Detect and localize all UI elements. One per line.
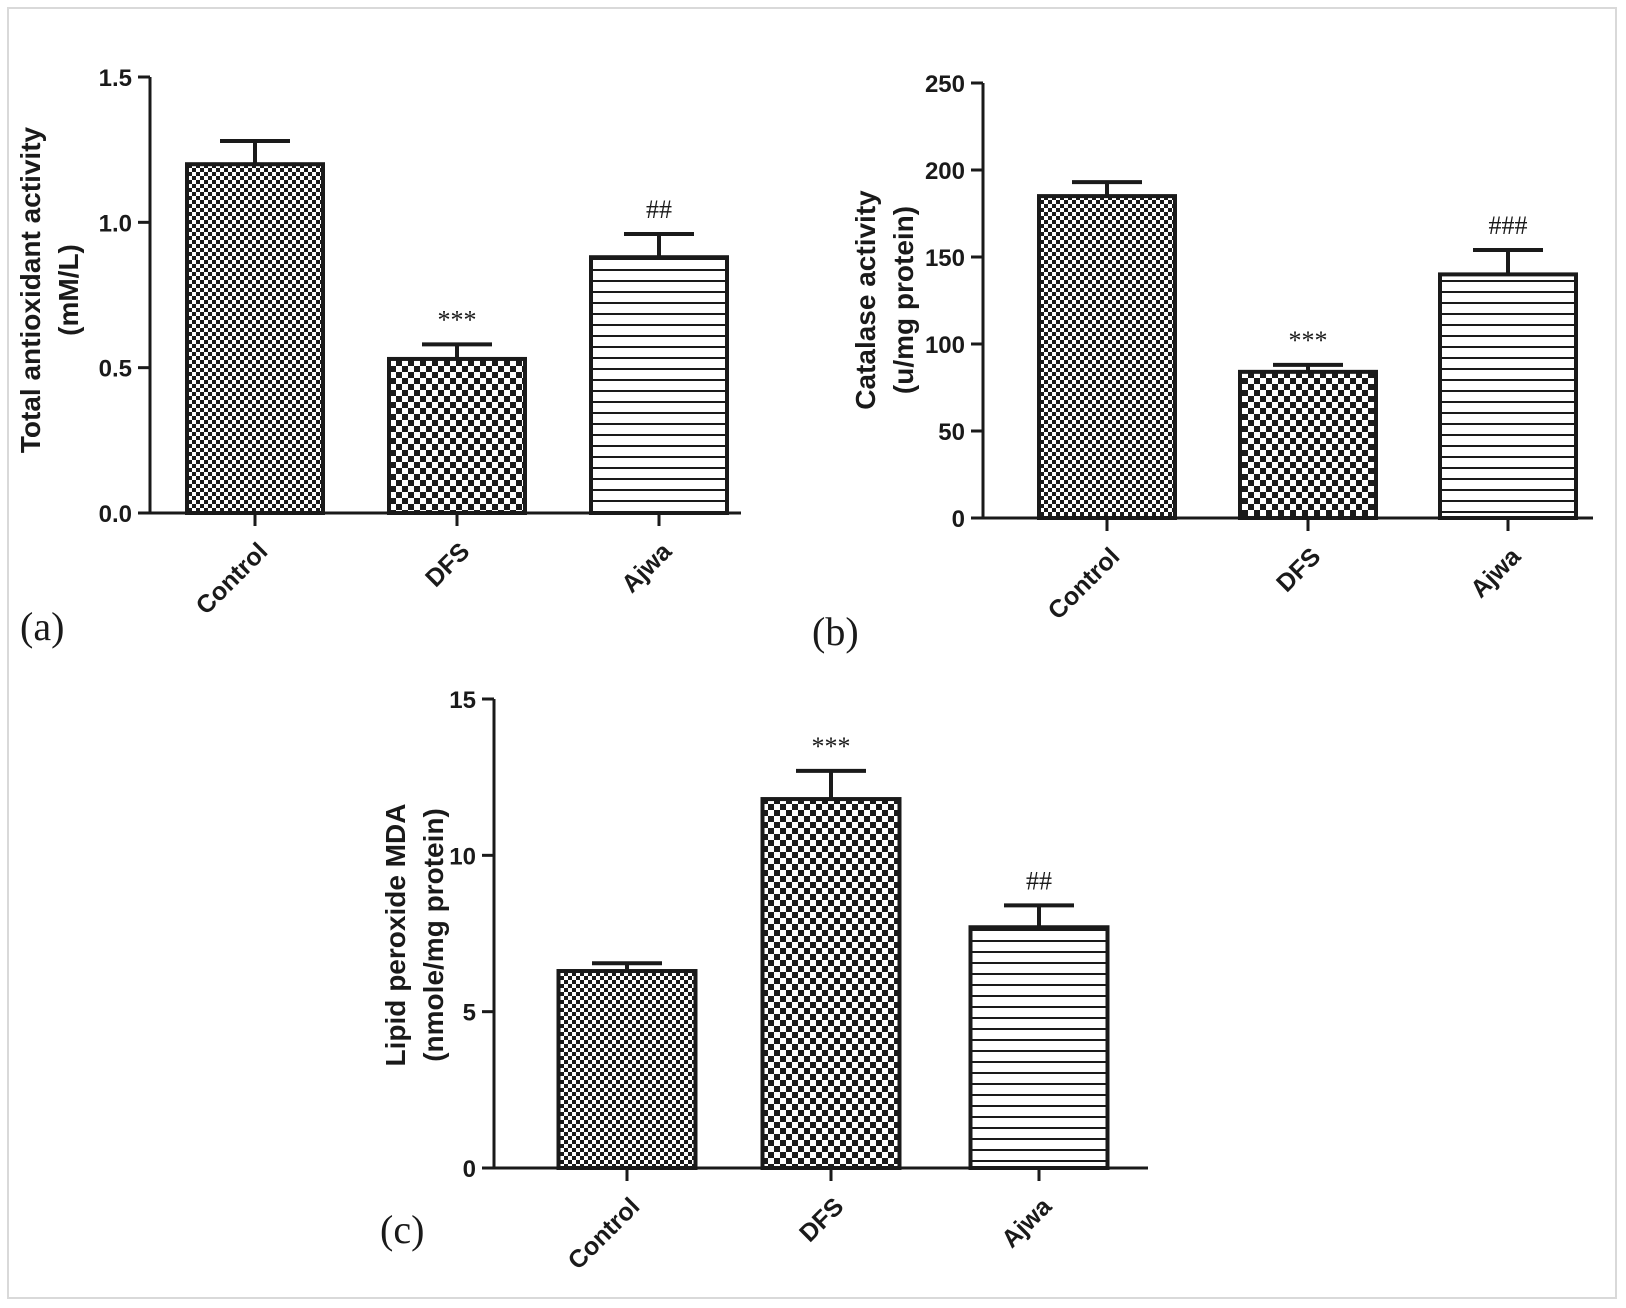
chart-c-plot: 0 5 10 15 Control *** DFS ## Ajwa bbox=[449, 687, 1148, 1275]
chart-c-panel-label: (c) bbox=[380, 1207, 424, 1252]
chart-b-y-tick-label: 100 bbox=[925, 332, 965, 359]
chart-c-significance-ajwa: ## bbox=[1026, 866, 1052, 895]
chart-c-ylabel-line1: Lipid peroxide MDA bbox=[380, 804, 411, 1067]
chart-c-ylabel-line2: (nmole/mg protein) bbox=[418, 808, 449, 1062]
chart-a-panel-label: (a) bbox=[20, 604, 64, 649]
chart-a: Total antioxidant activity (mM/L) 0.0 0.5… bbox=[15, 65, 741, 649]
chart-c: Lipid peroxide MDA (nmole/mg protein) 0 5… bbox=[380, 687, 1148, 1275]
chart-b-y-tick-label: 50 bbox=[938, 419, 965, 446]
chart-b-bar-control bbox=[1037, 194, 1177, 520]
chart-c-bar-ajwa bbox=[968, 925, 1110, 1170]
chart-b-panel-label: (b) bbox=[812, 609, 859, 654]
chart-a-plot: 0.0 0.5 1.0 1.5 Control *** DFS ## Ajwa bbox=[99, 65, 741, 620]
chart-c-x-label-dfs: DFS bbox=[794, 1192, 849, 1247]
chart-c-y-tick-label: 10 bbox=[449, 843, 476, 870]
chart-a-bar-dfs bbox=[387, 356, 527, 515]
chart-b-x-label-dfs: DFS bbox=[1271, 542, 1326, 597]
chart-b-bar-dfs bbox=[1238, 369, 1378, 520]
chart-c-x-label-ajwa: Ajwa bbox=[996, 1192, 1058, 1254]
chart-b-y-tick-label: 0 bbox=[952, 506, 965, 533]
chart-b-y-tick-label: 150 bbox=[925, 245, 965, 272]
chart-b-significance-dfs: *** bbox=[1289, 326, 1328, 355]
chart-a-ylabel-line1: Total antioxidant activity bbox=[15, 126, 46, 453]
chart-a-y-tick-label: 1.0 bbox=[99, 210, 132, 237]
chart-c-significance-dfs: *** bbox=[812, 732, 851, 761]
chart-c-y-tick-label: 5 bbox=[463, 1000, 476, 1027]
chart-b-ylabel-line1: Catalase activity bbox=[850, 190, 881, 410]
chart-b-plot: 0 50 100 150 200 250 Control *** DFS ### Ajwa bbox=[925, 71, 1593, 625]
chart-a-significance-ajwa: ## bbox=[646, 195, 672, 224]
chart-a-bar-control bbox=[185, 162, 325, 515]
chart-c-y-tick-label: 15 bbox=[449, 687, 476, 714]
chart-c-bar-dfs bbox=[760, 797, 902, 1170]
chart-a-ylabel-line2: (mM/L) bbox=[53, 244, 84, 336]
chart-a-x-label-ajwa: Ajwa bbox=[616, 537, 678, 599]
chart-b-ylabel-line2: (u/mg protein) bbox=[888, 206, 919, 394]
chart-a-bar-ajwa bbox=[589, 255, 729, 516]
chart-b-bar-ajwa bbox=[1438, 272, 1578, 520]
chart-c-bar-control bbox=[556, 969, 698, 1171]
chart-b-x-label-control: Control bbox=[1043, 542, 1126, 625]
chart-a-y-tick-label: 1.5 bbox=[99, 65, 132, 92]
chart-a-x-label-dfs: DFS bbox=[420, 537, 475, 592]
chart-c-y-tick-label: 0 bbox=[463, 1156, 476, 1183]
chart-c-x-label-control: Control bbox=[563, 1192, 646, 1275]
chart-b-y-tick-label: 250 bbox=[925, 71, 965, 98]
chart-a-significance-dfs: *** bbox=[438, 305, 477, 334]
chart-a-y-tick-label: 0.0 bbox=[99, 501, 132, 528]
chart-b-x-label-ajwa: Ajwa bbox=[1465, 542, 1527, 604]
chart-b: Catalase activity (u/mg protein) 0 50 100 1… bbox=[812, 71, 1593, 654]
chart-b-y-tick-label: 200 bbox=[925, 158, 965, 185]
chart-a-x-label-control: Control bbox=[191, 537, 274, 620]
chart-b-significance-ajwa: ### bbox=[1489, 211, 1528, 240]
chart-a-y-tick-label: 0.5 bbox=[99, 356, 132, 383]
